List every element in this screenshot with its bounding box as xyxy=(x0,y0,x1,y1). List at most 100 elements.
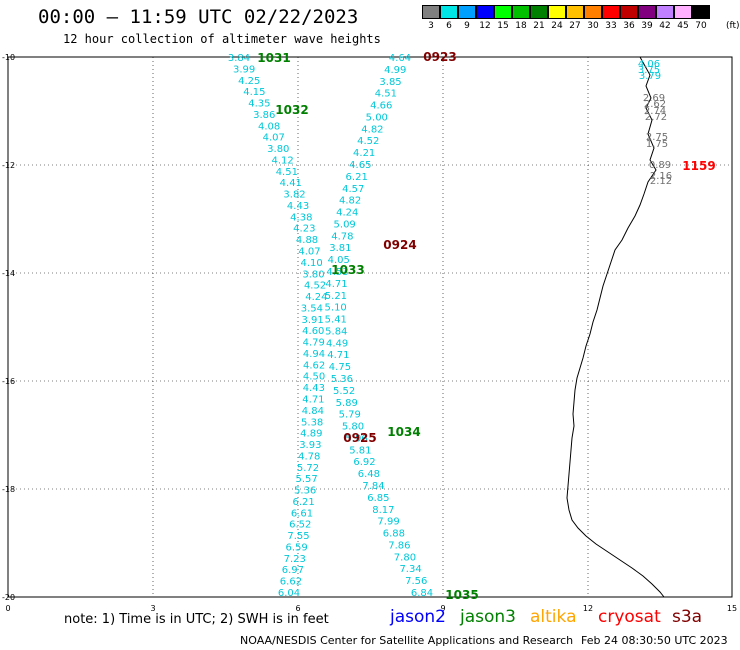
swh-value-track-a: 6.97 xyxy=(282,565,304,576)
legend-swatch xyxy=(458,5,476,19)
pass-time-label: 1031 xyxy=(257,51,290,65)
swh-value-coast: 0.89 xyxy=(649,160,671,171)
legend-swatch xyxy=(476,5,494,19)
swh-value-track-a: 4.84 xyxy=(302,406,324,417)
swh-value-coast: 2.16 xyxy=(650,171,672,182)
swh-value-track-a: 6.21 xyxy=(292,497,314,508)
swh-value-track-b: 5.89 xyxy=(336,398,358,409)
swh-value-track-a: 3.93 xyxy=(299,440,321,451)
swh-value-track-a: 5.57 xyxy=(295,474,317,485)
swh-value-track-a: 4.79 xyxy=(303,338,325,349)
swh-value-track-b: 4.64 xyxy=(389,53,411,64)
swh-value-track-a: 3.54 xyxy=(301,303,323,314)
swh-value-track-b: 4.49 xyxy=(326,338,348,349)
swh-value-track-a: 6.04 xyxy=(278,588,300,599)
x-tick-label: 3 xyxy=(150,604,155,613)
legend-label: 39 xyxy=(641,21,653,31)
swh-value-track-b: 4.57 xyxy=(342,184,364,195)
legend-swatch xyxy=(548,5,566,19)
swh-value-track-a: 7.55 xyxy=(287,531,309,542)
swh-value-track-b: 5.84 xyxy=(325,326,347,337)
legend-label: 36 xyxy=(623,21,635,31)
map-title: 00:00 – 11:59 UTC 02/22/2023 xyxy=(38,6,359,28)
satellite-jason2: jason2 xyxy=(390,607,446,627)
swh-value-track-b: 7.84 xyxy=(362,481,384,492)
swh-value-track-b: 4.05 xyxy=(328,255,350,266)
legend-swatch xyxy=(422,5,440,19)
swh-value-track-b: 6.48 xyxy=(358,469,380,480)
legend-label: 15 xyxy=(497,21,509,31)
swh-value-track-b: 7.86 xyxy=(388,540,410,551)
legend-label: 6 xyxy=(446,21,452,31)
swh-value-track-b: 6.88 xyxy=(383,529,405,540)
swh-value-coast: 4.06 xyxy=(638,59,660,70)
swh-value-track-a: 4.94 xyxy=(303,349,325,360)
swh-value-track-a: 4.23 xyxy=(293,224,315,235)
legend-swatch xyxy=(620,5,638,19)
swh-value-track-a: 4.88 xyxy=(296,235,318,246)
swh-value-track-a: 3.84 xyxy=(228,53,250,64)
swh-value-coast: 2.12 xyxy=(650,176,672,187)
swh-value-track-b: 5.21 xyxy=(325,291,347,302)
swh-value-track-a: 3.86 xyxy=(253,110,275,121)
swh-value-track-b: 6.84 xyxy=(411,588,433,599)
legend-swatch xyxy=(638,5,656,19)
swh-value-track-b: 7.34 xyxy=(399,564,421,575)
swh-value-coast: 2.69 xyxy=(643,93,665,104)
y-tick-label: -14 xyxy=(2,269,15,278)
legend-label: 9 xyxy=(464,21,470,31)
swh-value-track-a: 6.52 xyxy=(289,520,311,531)
x-tick-label: 0 xyxy=(5,604,10,613)
swh-value-track-a: 3.80 xyxy=(302,269,324,280)
swh-value-track-b: 4.78 xyxy=(331,231,353,242)
swh-value-track-b: 4.52 xyxy=(357,136,379,147)
swh-value-track-b: 4.24 xyxy=(336,208,358,219)
swh-value-track-b: 4.53 xyxy=(326,267,348,278)
swh-value-track-b: 8.17 xyxy=(372,505,394,516)
legend-label: 3 xyxy=(428,21,434,31)
y-tick-label: -12 xyxy=(2,161,15,170)
swh-value-track-b: 7.56 xyxy=(405,576,427,587)
swh-value-track-a: 3.91 xyxy=(302,315,324,326)
swh-value-track-a: 6.59 xyxy=(286,542,308,553)
swh-value-track-b: 4.71 xyxy=(327,350,349,361)
legend-swatch xyxy=(692,5,710,19)
swh-value-track-b: 6.92 xyxy=(353,457,375,468)
legend-label: 33 xyxy=(605,21,617,31)
satellite-cryosat: cryosat xyxy=(598,607,661,627)
x-tick-label: 9 xyxy=(440,604,445,613)
map-subtitle: 12 hour collection of altimeter wave hei… xyxy=(63,32,381,46)
legend-swatch xyxy=(440,5,458,19)
swh-value-track-b: 5.09 xyxy=(334,219,356,230)
swh-value-track-b: 6.21 xyxy=(346,172,368,183)
pass-time-label: 1033 xyxy=(331,263,364,277)
legend-swatch xyxy=(530,5,548,19)
swh-value-track-b: 4.82 xyxy=(361,124,383,135)
legend-swatch xyxy=(566,5,584,19)
satellite-s3a: s3a xyxy=(672,607,703,627)
swh-value-track-b: 5.36 xyxy=(331,374,353,385)
swh-value-track-a: 4.08 xyxy=(258,121,280,132)
legend-label: 12 xyxy=(479,21,491,31)
color-legend: 3 6 9 12 15 18 21 24 27 30 33 36 39 42 45 70 (ft) xyxy=(422,5,740,31)
legend-label: 45 xyxy=(677,21,689,31)
pass-time-label: 0925 xyxy=(343,431,376,445)
swh-value-track-a: 4.89 xyxy=(300,429,322,440)
swh-value-track-b: 3.85 xyxy=(379,77,401,88)
pass-time-label: 0924 xyxy=(383,238,416,252)
swh-value-coast: 2.74 xyxy=(644,106,666,117)
swh-value-track-a: 6.61 xyxy=(291,508,313,519)
swh-value-track-a: 3.99 xyxy=(233,64,255,75)
swh-value-track-a: 4.60 xyxy=(302,326,324,337)
y-tick-label: -10 xyxy=(2,53,15,62)
generated-timestamp: Feb 24 08:30:50 UTC 2023 xyxy=(581,634,728,647)
legend-unit: (ft) xyxy=(726,21,740,31)
legend-swatch xyxy=(674,5,692,19)
swh-value-track-a: 4.41 xyxy=(280,178,302,189)
satellite-jason3: jason3 xyxy=(460,607,516,627)
swh-value-track-a: 4.15 xyxy=(243,87,265,98)
swh-value-track-b: 5.00 xyxy=(366,112,388,123)
credit-line: NOAA/NESDIS Center for Satellite Applica… xyxy=(240,634,574,647)
pass-time-label: 1032 xyxy=(275,103,308,117)
